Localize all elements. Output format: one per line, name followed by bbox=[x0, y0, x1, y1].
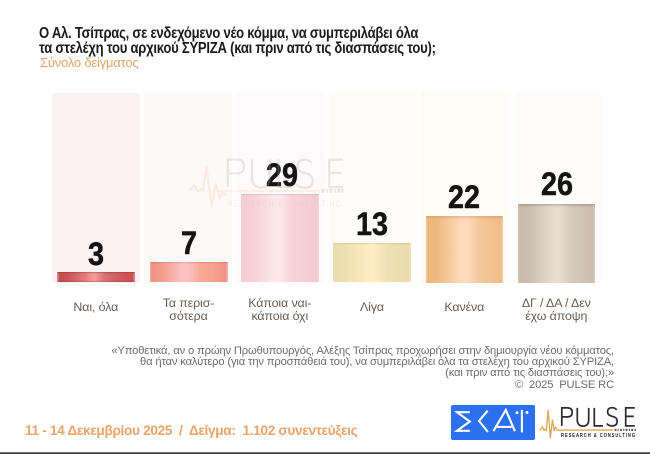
svg-text:RESEARCH & CONSULTING: RESEARCH & CONSULTING bbox=[561, 433, 636, 439]
svg-text:RESEARCH & CONSULTING: RESEARCH & CONSULTING bbox=[228, 199, 342, 209]
